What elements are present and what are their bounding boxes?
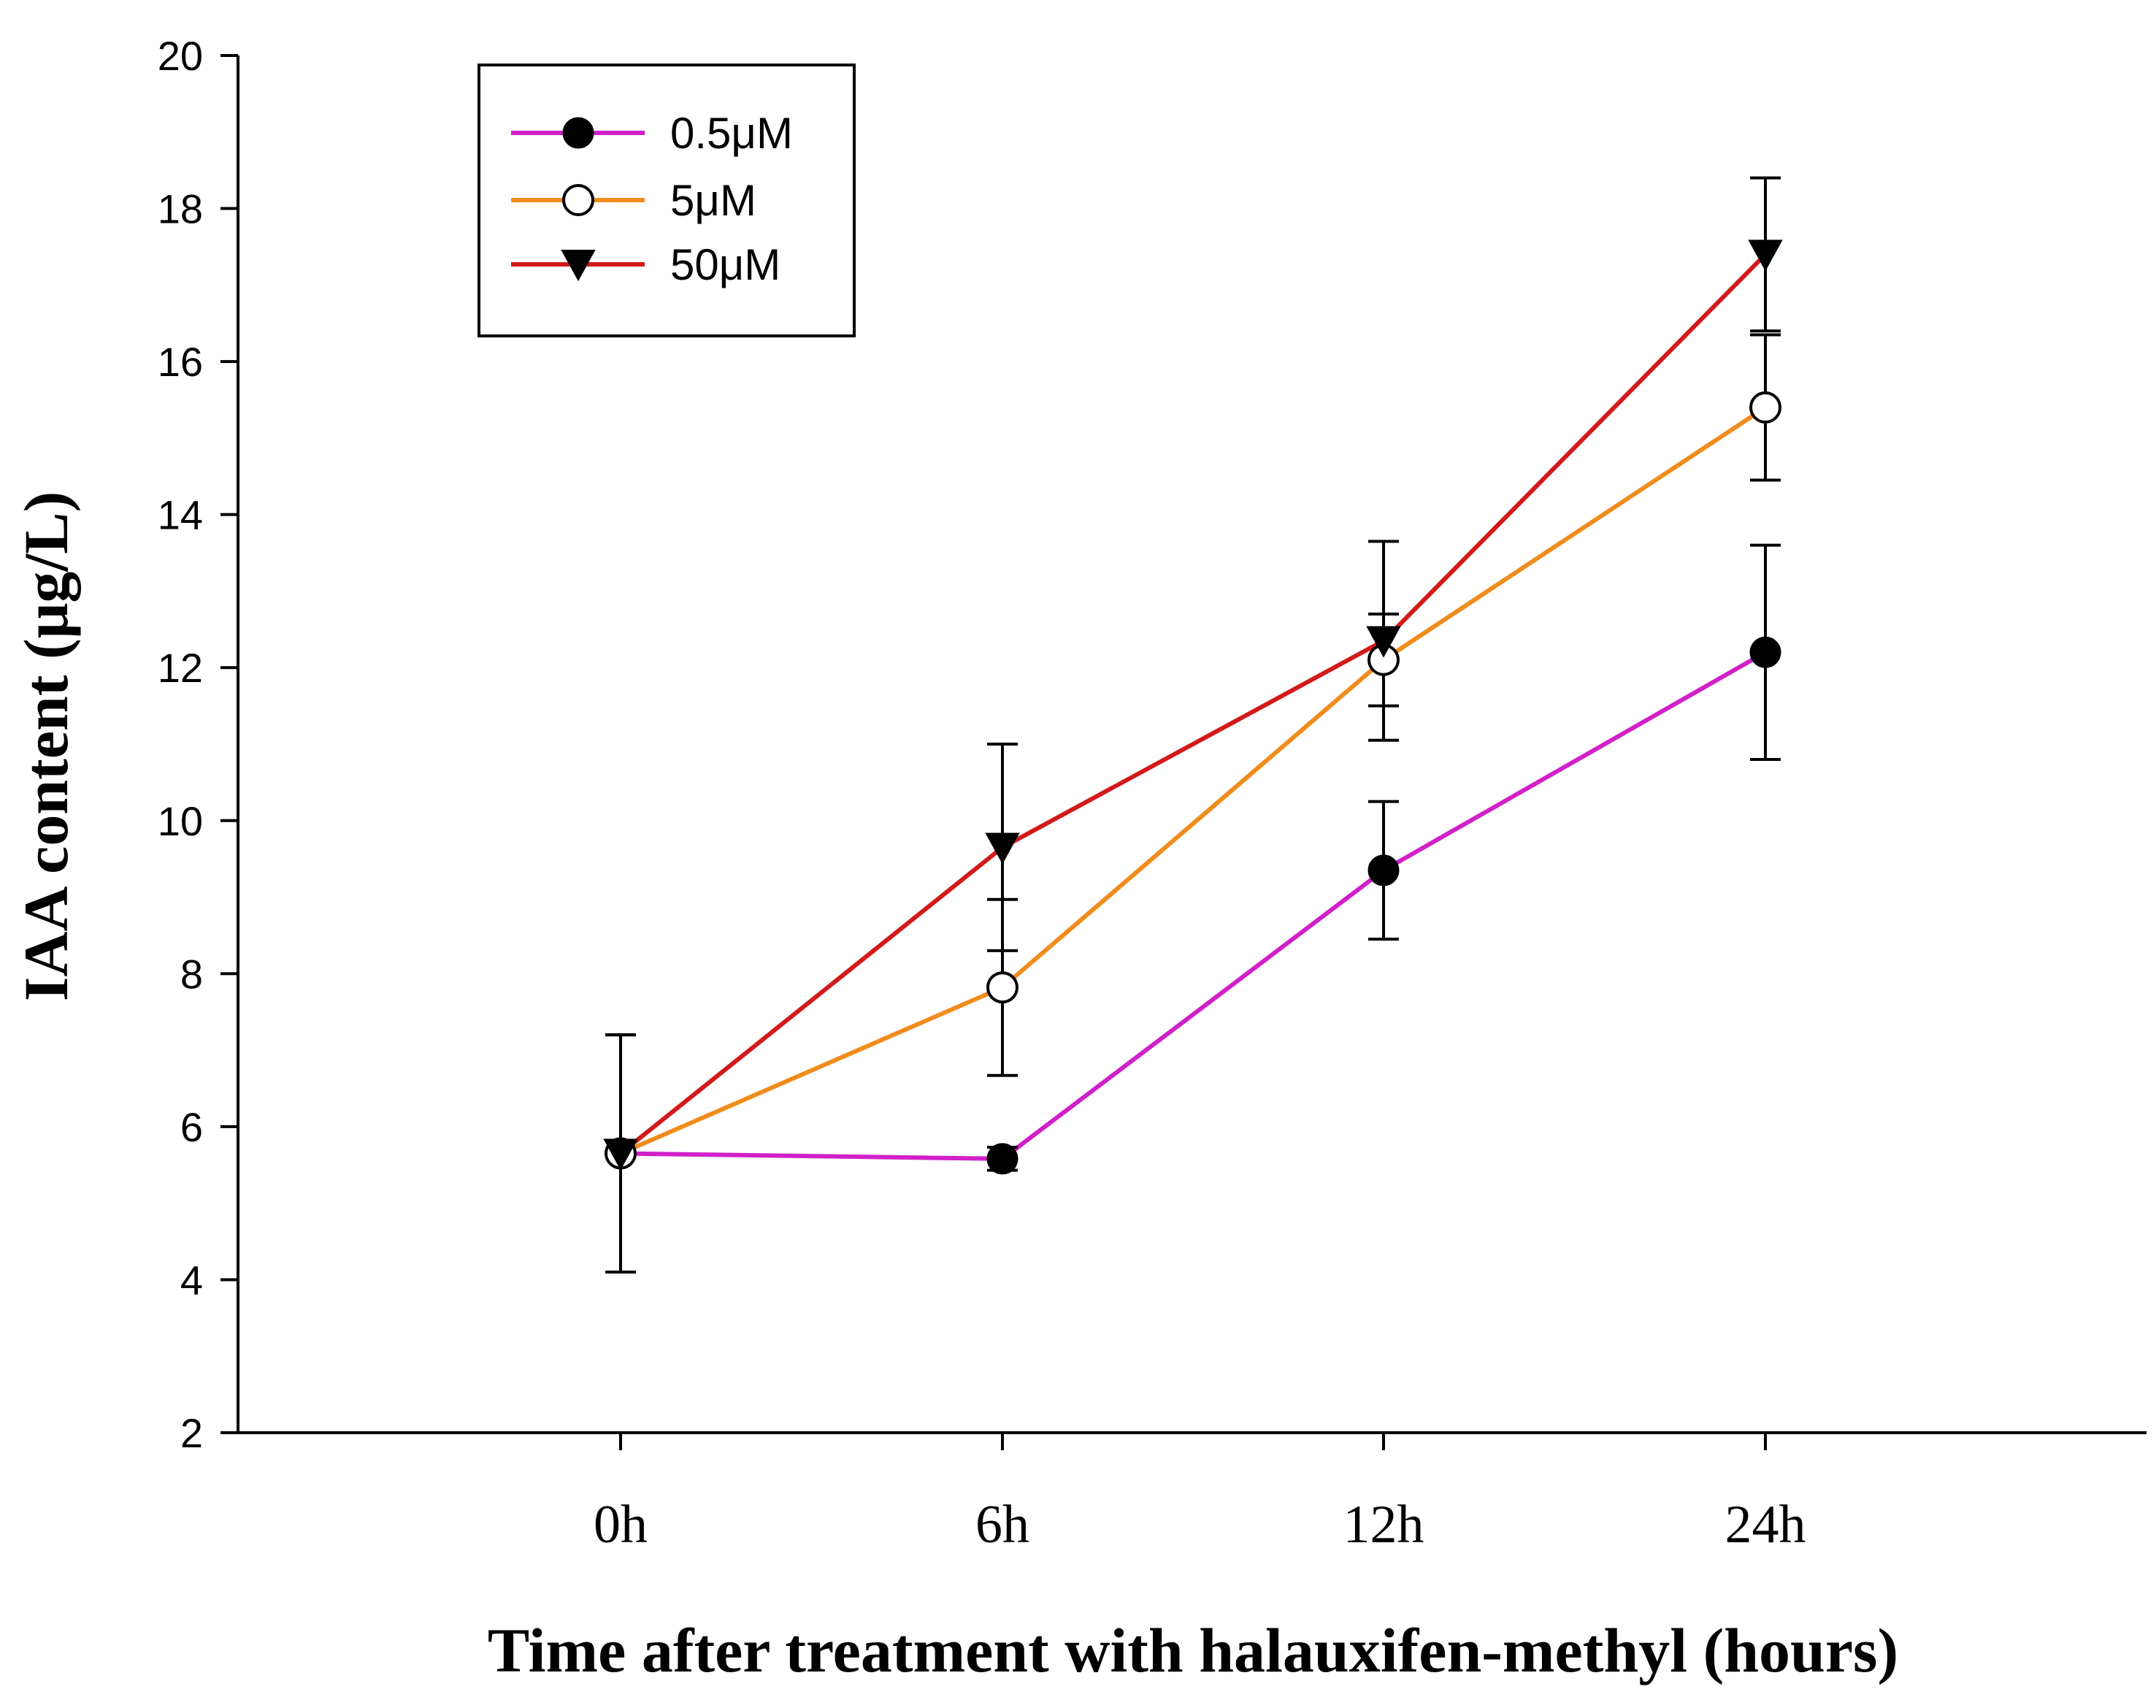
- x-axis: 0h 6h 12h 24h: [238, 1431, 2147, 1555]
- data-point: [1366, 626, 1401, 658]
- data-point: [1749, 636, 1781, 668]
- data-point: [1748, 240, 1783, 272]
- series-layer: [603, 176, 1783, 1274]
- y-tick-label: 18: [158, 186, 203, 232]
- data-point: [986, 971, 1018, 1004]
- x-tick-label: 6h: [975, 1495, 1029, 1555]
- x-axis-title: Time after treatment with halauxifen-met…: [488, 1615, 1898, 1685]
- y-tick-label: 4: [180, 1257, 203, 1303]
- y-tick-label: 16: [158, 339, 203, 385]
- y-tick-label: 2: [180, 1410, 203, 1456]
- data-point: [1367, 854, 1400, 886]
- y-axis: 2 4 6 8 10 12 14 16 18 20: [158, 33, 239, 1456]
- legend-label: 0.5μM: [670, 109, 793, 158]
- y-tick-label: 8: [180, 951, 203, 997]
- legend-marker: [562, 184, 594, 216]
- x-tick-label: 24h: [1725, 1495, 1806, 1555]
- y-tick-label: 14: [158, 492, 203, 538]
- legend-entry: 50μM: [511, 240, 780, 289]
- y-axis-title: IAA content (μg/L): [11, 491, 81, 1002]
- data-point: [1749, 391, 1781, 424]
- data-point: [603, 1138, 638, 1171]
- y-tick-label: 20: [158, 33, 203, 79]
- series-line-0.5μM: [620, 650, 1767, 1161]
- data-point: [985, 832, 1020, 865]
- legend-entry: 0.5μM: [511, 109, 793, 158]
- legend-entry: 5μM: [511, 176, 756, 225]
- x-tick-label: 12h: [1343, 1495, 1424, 1555]
- series-line-5μM: [619, 405, 1767, 1156]
- legend-marker: [562, 117, 594, 149]
- legend-label: 5μM: [670, 176, 756, 225]
- series-line-50μM: [619, 253, 1768, 1155]
- y-tick-label: 10: [158, 798, 203, 844]
- legend: 0.5μM 5μM 50μM: [477, 64, 856, 337]
- legend-label: 50μM: [670, 240, 780, 289]
- x-tick-label: 0h: [594, 1495, 648, 1555]
- y-tick-label: 12: [158, 645, 203, 691]
- y-tick-label: 6: [180, 1104, 203, 1150]
- legend-marker: [561, 250, 596, 282]
- data-point: [986, 1143, 1018, 1175]
